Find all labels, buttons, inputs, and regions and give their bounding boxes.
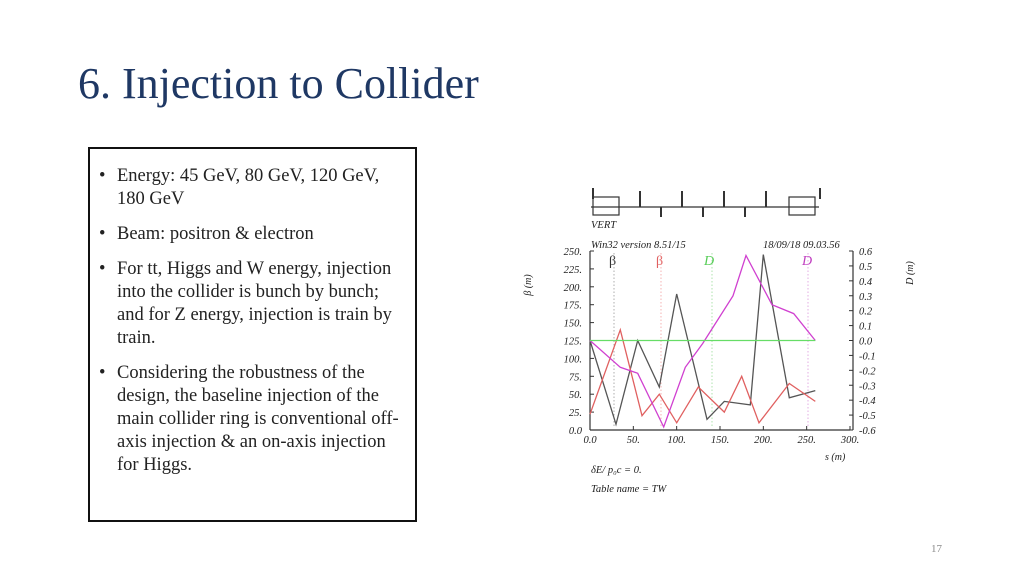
magnet-block [788,196,816,216]
y2-tick-label: 0.6 [859,247,873,258]
y2-tick-label: 0.4 [859,277,873,288]
y2-tick-label: -0.2 [859,366,876,377]
x-tick-labels: 0.0 50. 100. 150. 200. 250. 300. [583,426,859,446]
y-axis-title: β (m) [523,274,534,297]
timestamp-label: 18/09/18 09.03.56 [763,240,840,251]
y2-tick-label: 0.2 [859,307,873,318]
x-tick-label: 0.0 [583,435,597,446]
x-tick-label: 300. [840,435,859,446]
legend-beta-x: β [609,254,616,269]
bullet-dot-icon: • [99,363,106,383]
slide-title: 6. Injection to Collider [78,59,479,108]
y2-tick-label: 0.0 [859,337,873,348]
y-tick-label: 175. [564,301,582,312]
y-tick-label: 225. [564,265,582,276]
y-tick-label: 25. [569,408,582,419]
y2-tick-label: 0.5 [859,262,872,273]
y-tick-label: 200. [564,283,582,294]
x-tick-label: 50. [627,435,640,446]
y-tick-label: 75. [569,372,582,383]
legend-beta-y: β [656,254,663,269]
bullet-list: • Energy: 45 GeV, 80 GeV, 120 GeV, 180 Ge… [97,165,407,477]
plane-label: VERT [591,220,617,231]
magnet-block [592,196,620,216]
lattice-schematic [591,188,821,217]
footer-table-name: Table name = TW [591,484,667,495]
footer-delta-e: δE/ p₀c = 0. [591,465,642,476]
y2-tick-label: -0.5 [859,411,876,422]
x-tick-label: 200. [754,435,772,446]
y-tick-label: 50. [569,390,582,401]
legend-dx: D [703,254,714,269]
bullet-item: • Beam: positron & electron [97,223,407,246]
y2-tick-label: -0.4 [859,396,876,407]
series-Dx [589,253,816,429]
version-label: Win32 version 8.51/15 [591,240,686,251]
series-beta-x [589,254,816,427]
bullet-item: • For tt, Higgs and W energy, injection i… [97,258,407,350]
y-tick-label: 100. [564,354,582,365]
y-tick-label: 125. [564,337,582,348]
y-tick-label: 250. [564,247,582,258]
y2-axis-title: D (m) [905,261,916,286]
y-tick-label: 0.0 [569,426,583,437]
bullet-item: • Energy: 45 GeV, 80 GeV, 120 GeV, 180 Ge… [97,165,407,211]
y2-tick-label: 0.3 [859,292,872,303]
lattice-optics-figure: VERT Win32 version 8.51/15 18/09/18 09.0… [523,188,916,495]
y-tick-label: 150. [564,319,582,330]
x-axis-title: s (m) [825,452,846,463]
bullet-text: For tt, Higgs and W energy, injection in… [117,259,392,348]
y2-tick-label: 0.1 [859,322,872,333]
bullet-item: • Considering the robustness of the desig… [97,362,407,477]
bullet-text: Considering the robustness of the design… [117,363,399,475]
bullet-text: Energy: 45 GeV, 80 GeV, 120 GeV, 180 GeV [117,166,380,209]
bullet-text-box: • Energy: 45 GeV, 80 GeV, 120 GeV, 180 Ge… [88,147,417,522]
y2-tick-label: -0.6 [859,426,876,437]
y2-tick-label: -0.1 [859,351,876,362]
x-tick-label: 100. [667,435,685,446]
series-beta-y [589,327,816,425]
y-tick-labels: 0.0 25. 50. 75. 100. 125. 150. 175. 200. 225. 250. [564,247,594,437]
legend-dy: D [801,254,812,269]
bullet-text: Beam: positron & electron [117,224,314,244]
page-number: 17 [931,543,942,555]
y2-tick-labels: -0.6 -0.5 -0.4 -0.3 -0.2 -0.1 0.0 0.1 0.2 0.3 0.4 0… [849,247,876,437]
y2-tick-label: -0.3 [859,381,876,392]
x-tick-label: 150. [711,435,729,446]
bullet-dot-icon: • [99,224,106,244]
bullet-dot-icon: • [99,259,106,279]
bullet-dot-icon: • [99,166,106,186]
x-tick-label: 250. [797,435,815,446]
series-layer [589,253,816,429]
